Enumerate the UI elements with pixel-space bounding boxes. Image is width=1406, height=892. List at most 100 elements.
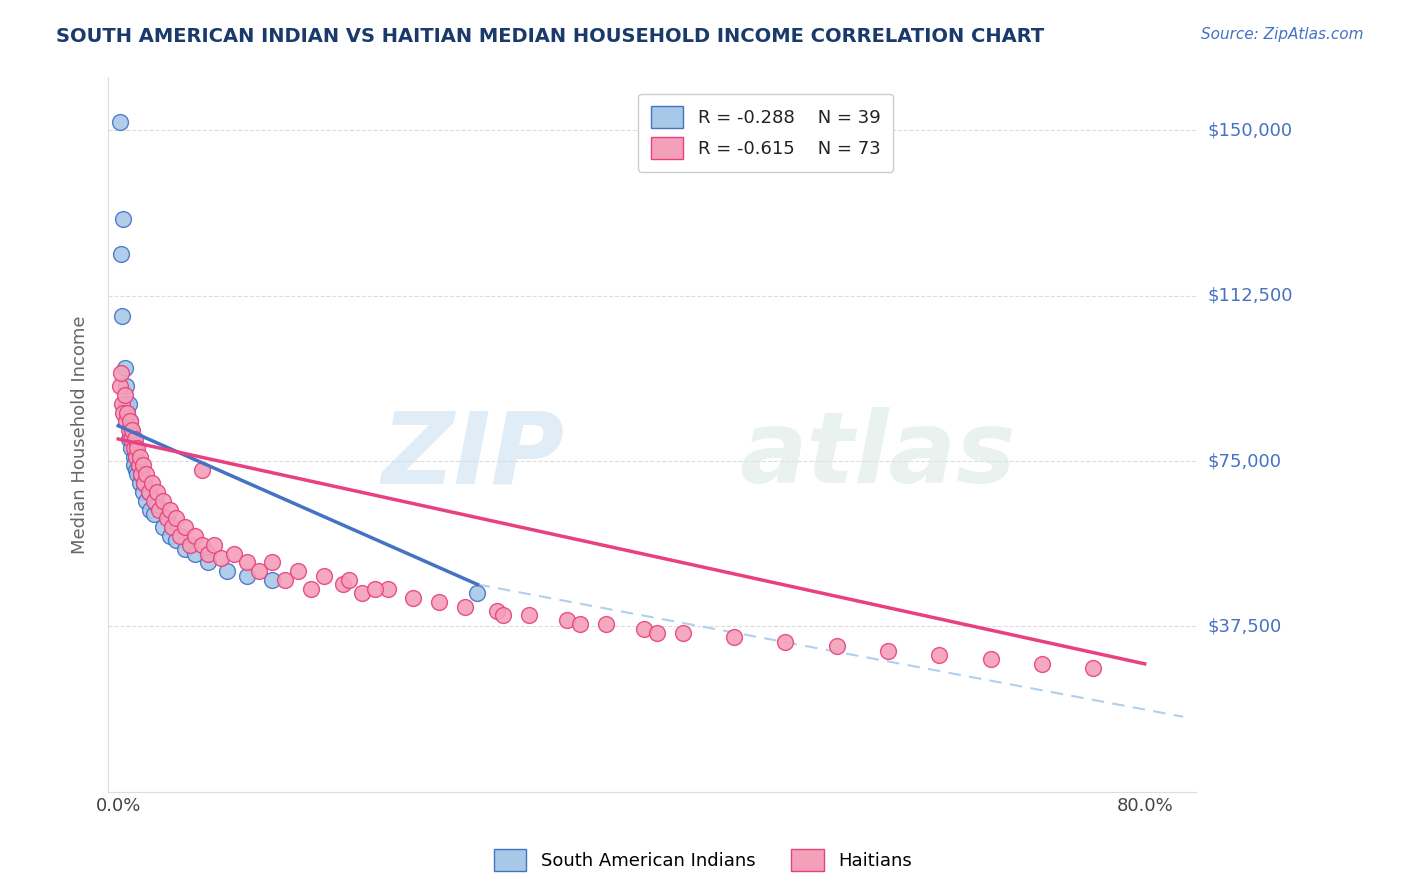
Point bbox=[247, 564, 270, 578]
Point bbox=[262, 573, 284, 587]
Point bbox=[595, 617, 617, 632]
Point bbox=[156, 511, 179, 525]
Point bbox=[723, 631, 745, 645]
Point bbox=[825, 639, 848, 653]
Point bbox=[152, 493, 174, 508]
Point bbox=[125, 450, 148, 464]
Point bbox=[427, 595, 450, 609]
Point bbox=[209, 551, 232, 566]
Point bbox=[131, 458, 153, 473]
Point bbox=[131, 484, 153, 499]
Point bbox=[332, 577, 354, 591]
Point bbox=[132, 476, 155, 491]
Point bbox=[111, 397, 134, 411]
Point bbox=[485, 604, 508, 618]
Point bbox=[129, 450, 152, 464]
Point bbox=[174, 542, 197, 557]
Point bbox=[299, 582, 322, 596]
Point bbox=[235, 568, 257, 582]
Point bbox=[492, 608, 515, 623]
Point bbox=[204, 538, 226, 552]
Text: $37,500: $37,500 bbox=[1208, 617, 1281, 635]
Point bbox=[262, 556, 284, 570]
Text: ZIP: ZIP bbox=[382, 408, 565, 505]
Point bbox=[139, 502, 162, 516]
Point bbox=[141, 476, 163, 491]
Point bbox=[108, 114, 131, 128]
Point bbox=[138, 484, 160, 499]
Point bbox=[145, 484, 167, 499]
Point bbox=[633, 622, 655, 636]
Point bbox=[467, 586, 489, 600]
Point bbox=[127, 441, 149, 455]
Point bbox=[132, 476, 155, 491]
Point bbox=[160, 520, 183, 534]
Point bbox=[145, 498, 167, 512]
Point bbox=[337, 573, 360, 587]
Point bbox=[110, 247, 132, 261]
Point bbox=[117, 432, 139, 446]
Point bbox=[159, 502, 181, 516]
Point bbox=[122, 441, 145, 455]
Point bbox=[135, 467, 157, 482]
Point bbox=[115, 405, 138, 419]
Point bbox=[128, 458, 150, 473]
Point bbox=[115, 405, 138, 419]
Point bbox=[148, 502, 170, 516]
Point bbox=[152, 520, 174, 534]
Point bbox=[117, 423, 139, 437]
Point bbox=[980, 652, 1002, 666]
Point bbox=[129, 476, 152, 491]
Point bbox=[174, 520, 197, 534]
Point bbox=[124, 441, 146, 455]
Point bbox=[135, 493, 157, 508]
Text: $112,500: $112,500 bbox=[1208, 286, 1292, 305]
Point bbox=[128, 458, 150, 473]
Point bbox=[197, 556, 219, 570]
Point bbox=[138, 484, 160, 499]
Point bbox=[453, 599, 475, 614]
Point bbox=[312, 568, 335, 582]
Point bbox=[159, 529, 181, 543]
Point bbox=[118, 414, 141, 428]
Point bbox=[217, 564, 239, 578]
Point bbox=[125, 463, 148, 477]
Point bbox=[124, 432, 146, 446]
Point bbox=[111, 309, 134, 323]
Point bbox=[112, 405, 135, 419]
Point bbox=[120, 441, 142, 455]
Point bbox=[517, 608, 540, 623]
Point bbox=[143, 493, 166, 508]
Point bbox=[569, 617, 592, 632]
Text: atlas: atlas bbox=[740, 408, 1015, 505]
Point bbox=[121, 432, 143, 446]
Text: $150,000: $150,000 bbox=[1208, 121, 1292, 139]
Point bbox=[402, 591, 425, 605]
Point bbox=[377, 582, 399, 596]
Point bbox=[114, 388, 136, 402]
Point bbox=[775, 634, 797, 648]
Point bbox=[120, 432, 142, 446]
Text: SOUTH AMERICAN INDIAN VS HAITIAN MEDIAN HOUSEHOLD INCOME CORRELATION CHART: SOUTH AMERICAN INDIAN VS HAITIAN MEDIAN … bbox=[56, 27, 1045, 45]
Point bbox=[114, 361, 136, 376]
Point bbox=[555, 613, 578, 627]
Point bbox=[120, 423, 142, 437]
Legend: R = -0.288    N = 39, R = -0.615    N = 73: R = -0.288 N = 39, R = -0.615 N = 73 bbox=[638, 94, 893, 172]
Point bbox=[1031, 657, 1053, 671]
Point bbox=[117, 397, 139, 411]
Point bbox=[108, 379, 131, 393]
Y-axis label: Median Household Income: Median Household Income bbox=[72, 315, 89, 554]
Point bbox=[179, 538, 201, 552]
Point bbox=[287, 564, 309, 578]
Point bbox=[115, 397, 138, 411]
Point bbox=[190, 463, 212, 477]
Point bbox=[645, 626, 668, 640]
Point bbox=[350, 586, 373, 600]
Point bbox=[169, 529, 191, 543]
Point bbox=[184, 529, 207, 543]
Point bbox=[112, 211, 135, 226]
Point bbox=[121, 423, 143, 437]
Point bbox=[122, 458, 145, 473]
Point bbox=[928, 648, 950, 662]
Point bbox=[184, 547, 207, 561]
